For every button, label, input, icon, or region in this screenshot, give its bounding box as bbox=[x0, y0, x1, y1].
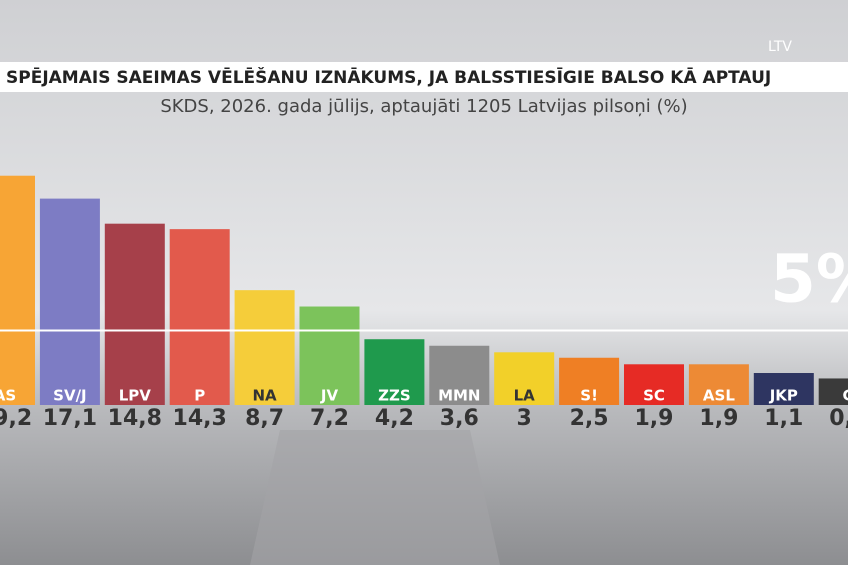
category-box bbox=[753, 385, 814, 405]
chart-subtitle: SKDS, 2026. gada jūlijs, aptaujāti 1205 … bbox=[160, 96, 687, 117]
bar bbox=[169, 229, 230, 385]
category-box bbox=[429, 385, 490, 405]
value-label: 3,6 bbox=[440, 406, 479, 431]
x-tick-label: JV bbox=[320, 387, 339, 405]
title-band bbox=[0, 62, 848, 92]
bar bbox=[688, 364, 749, 385]
x-tick-label: LPV bbox=[119, 387, 152, 405]
value-label: 19,2 bbox=[0, 406, 32, 431]
value-label: 1,1 bbox=[764, 406, 803, 431]
chart-title: SPĒJAMAIS SAEIMAS VĒLĒŠANU IZNĀKUMS, JA … bbox=[6, 66, 771, 88]
bar bbox=[39, 198, 100, 385]
x-tick-label: P bbox=[194, 387, 205, 405]
floor-stripe bbox=[250, 430, 500, 565]
x-tick-label: MMN bbox=[438, 387, 480, 405]
x-tick-label: ASL bbox=[703, 387, 735, 405]
bar bbox=[104, 223, 165, 385]
value-label: 1,9 bbox=[635, 406, 674, 431]
category-box bbox=[624, 385, 684, 405]
x-tick-label: AS bbox=[0, 387, 16, 405]
category-box bbox=[688, 385, 749, 405]
category-box bbox=[559, 385, 620, 405]
bar bbox=[559, 357, 620, 385]
value-label: 0,6 bbox=[829, 406, 848, 431]
value-label: 3 bbox=[517, 406, 532, 431]
value-label: 17,1 bbox=[43, 406, 97, 431]
x-tick-label: G bbox=[843, 387, 848, 405]
bar bbox=[0, 175, 35, 385]
category-box bbox=[818, 385, 848, 405]
bar bbox=[299, 306, 360, 385]
value-label: 14,8 bbox=[108, 406, 162, 431]
x-tick-label: S! bbox=[580, 387, 598, 405]
category-box bbox=[39, 385, 100, 405]
category-box bbox=[299, 385, 360, 405]
x-tick-label: SC bbox=[643, 387, 665, 405]
x-tick-label: NA bbox=[253, 387, 278, 405]
value-label: 14,3 bbox=[173, 406, 227, 431]
logo: LTV bbox=[768, 39, 792, 55]
bar bbox=[364, 339, 425, 385]
value-label: 2,5 bbox=[570, 406, 609, 431]
category-box bbox=[0, 385, 35, 405]
bar bbox=[818, 378, 848, 385]
value-label: 1,9 bbox=[699, 406, 738, 431]
value-label: 7,2 bbox=[310, 406, 349, 431]
x-tick-label: SV/J bbox=[53, 387, 86, 405]
category-box bbox=[169, 385, 230, 405]
value-label: 8,7 bbox=[245, 406, 284, 431]
category-box bbox=[234, 385, 295, 405]
bar bbox=[624, 364, 684, 385]
bar bbox=[753, 373, 814, 385]
bar bbox=[429, 345, 490, 385]
value-label: 4,2 bbox=[375, 406, 414, 431]
x-tick-label: ZZS bbox=[378, 387, 411, 405]
x-tick-label: LA bbox=[514, 387, 536, 405]
category-box bbox=[364, 385, 425, 405]
category-box bbox=[104, 385, 165, 405]
x-tick-label: JKP bbox=[769, 387, 798, 405]
bar bbox=[234, 290, 295, 385]
bar bbox=[494, 352, 555, 385]
threshold-label: 5% bbox=[770, 241, 848, 318]
category-box bbox=[494, 385, 555, 405]
